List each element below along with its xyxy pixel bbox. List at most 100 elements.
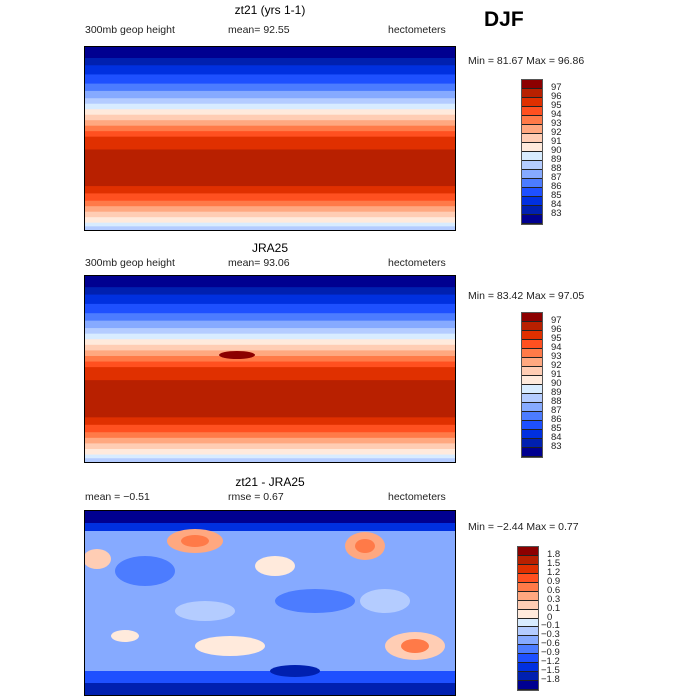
field-band — [85, 448, 455, 456]
colorbar-swatch — [522, 376, 542, 385]
field-blob — [219, 351, 255, 359]
colorbar-label: 85 — [551, 423, 562, 434]
field-blob — [195, 636, 265, 656]
field-band — [85, 367, 455, 382]
field-blob — [181, 535, 209, 547]
colorbar-label: 93 — [551, 118, 562, 129]
colorbar-swatch — [522, 358, 542, 367]
colorbar-label: −1.8 — [541, 674, 560, 686]
colorbar-label: 84 — [551, 199, 562, 210]
colorbar-swatch — [522, 439, 542, 448]
field-band — [85, 114, 455, 122]
field-band — [85, 320, 455, 330]
field-band — [85, 339, 455, 346]
colorbar-swatch — [522, 448, 542, 457]
colorbar-label: −1.5 — [541, 665, 560, 677]
field-band — [85, 125, 455, 133]
field-blob — [270, 665, 320, 677]
colorbar-label: 86 — [551, 414, 562, 425]
field-band — [85, 149, 455, 188]
field-band — [85, 355, 455, 363]
colorbar-label: 95 — [551, 333, 562, 344]
colorbar-label: 88 — [551, 396, 562, 407]
panel3-mean: mean = −0.51 — [85, 491, 150, 503]
field-band — [85, 287, 455, 296]
colorbar-swatch — [522, 322, 542, 331]
panel2-minmax: Min = 83.42 Max = 97.05 — [468, 290, 585, 302]
field-band — [85, 294, 455, 305]
colorbar-swatch — [518, 681, 538, 690]
colorbar-label: 83 — [551, 208, 562, 219]
colorbar-swatch — [522, 385, 542, 394]
season-label: DJF — [484, 8, 524, 31]
colorbar-swatch — [522, 394, 542, 403]
field-band — [85, 74, 455, 85]
field-band — [85, 432, 455, 439]
field-band — [85, 186, 455, 195]
colorbar-label: 87 — [551, 172, 562, 183]
field-blob — [360, 589, 410, 613]
colorbar-label: 92 — [551, 127, 562, 138]
field-band — [85, 443, 455, 450]
colorbar-swatch — [522, 125, 542, 134]
colorbar-label: 84 — [551, 432, 562, 443]
panel2-mean: mean= 93.06 — [228, 257, 290, 269]
field-band — [85, 361, 455, 369]
colorbar-swatch — [522, 89, 542, 98]
field-band — [85, 47, 455, 59]
colorbar-label: 89 — [551, 387, 562, 398]
field-band — [85, 57, 455, 67]
field-band — [85, 83, 455, 92]
field-band — [85, 98, 455, 105]
panel3-colorbar — [517, 546, 539, 691]
colorbar-label: 93 — [551, 351, 562, 362]
field-band — [85, 211, 455, 219]
colorbar-label: 94 — [551, 109, 562, 120]
colorbar-swatch — [518, 582, 538, 592]
colorbar-label: 0.3 — [547, 593, 561, 605]
colorbar-label: 83 — [551, 441, 562, 452]
colorbar-swatch — [522, 430, 542, 439]
field-blob — [275, 589, 355, 613]
colorbar-swatch — [518, 591, 538, 601]
colorbar-swatch — [518, 663, 538, 673]
field-band — [85, 226, 455, 233]
field-band — [85, 454, 455, 460]
colorbar-swatch — [522, 143, 542, 152]
field-band — [85, 131, 455, 138]
colorbar-label: −0.9 — [541, 647, 560, 659]
colorbar-label: 91 — [551, 136, 562, 147]
colorbar-label: 96 — [551, 91, 562, 102]
field-blob — [175, 601, 235, 621]
colorbar-swatch — [522, 349, 542, 358]
panel1-title: zt21 (yrs 1-1) — [234, 3, 306, 17]
field-band — [85, 350, 455, 357]
colorbar-label: 85 — [551, 190, 562, 201]
colorbar-label: 91 — [551, 369, 562, 380]
colorbar-label: 0 — [547, 611, 553, 623]
colorbar-label: −0.1 — [541, 620, 560, 632]
colorbar-label: 92 — [551, 360, 562, 371]
colorbar-swatch — [522, 98, 542, 107]
colorbar-label: 89 — [551, 154, 562, 165]
colorbar-label: 94 — [551, 342, 562, 353]
colorbar-swatch — [518, 618, 538, 628]
colorbar-swatch — [518, 564, 538, 574]
field-band — [85, 200, 455, 208]
colorbar-label: 90 — [551, 378, 562, 389]
colorbar-label: 0.6 — [547, 584, 561, 596]
colorbar-swatch — [522, 313, 542, 322]
colorbar-label: 86 — [551, 181, 562, 192]
colorbar-swatch — [518, 627, 538, 637]
colorbar-swatch — [522, 107, 542, 116]
colorbar-swatch — [522, 215, 542, 224]
panel2-variable: 300mb geop height — [85, 257, 175, 269]
field-band — [85, 136, 455, 151]
field-band — [85, 217, 455, 224]
colorbar-swatch — [518, 573, 538, 583]
colorbar-swatch — [518, 600, 538, 610]
field-band — [85, 120, 455, 127]
colorbar-swatch — [522, 152, 542, 161]
field-band — [85, 437, 455, 445]
field-band — [85, 424, 455, 434]
